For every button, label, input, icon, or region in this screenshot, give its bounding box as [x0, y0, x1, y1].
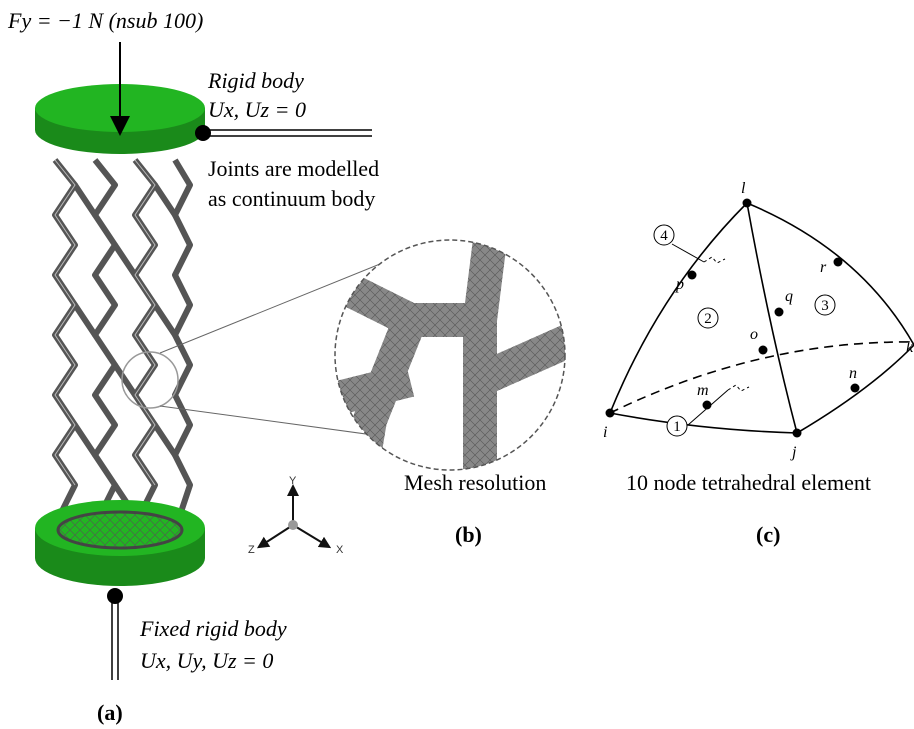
axis-triad: [262, 490, 326, 545]
panel-label: (b): [455, 522, 482, 547]
node-label: n: [849, 365, 857, 382]
node-label: l: [741, 180, 746, 197]
node-label: q: [785, 288, 793, 305]
caption: 10 node tetrahedral element: [626, 470, 871, 495]
lattice-column: [55, 160, 190, 515]
panel-label: (a): [97, 700, 123, 725]
figure: Fy = −1 N (nsub 100) Rigid body Ux, Uz =…: [0, 0, 914, 729]
load-label: Fy = −1 N (nsub 100): [7, 8, 203, 33]
bottom-joint: [107, 588, 123, 680]
top-joint: [195, 125, 372, 141]
face-label: 2: [704, 311, 712, 327]
support-label: Fixed rigid body: [139, 616, 287, 641]
nodes: [606, 199, 860, 438]
panel-label: (c): [756, 522, 780, 547]
note: Joints are modelled: [208, 156, 379, 181]
node-label: r: [820, 259, 827, 276]
node-label: j: [790, 444, 797, 461]
face-label: 4: [660, 228, 668, 244]
axis-label: Z: [248, 544, 255, 556]
node-label: p: [675, 276, 684, 293]
support-label: Ux, Uy, Uz = 0: [140, 648, 273, 673]
support-label: Ux, Uz = 0: [208, 97, 306, 122]
axis-label: Y: [289, 475, 297, 487]
face-label: 3: [821, 298, 829, 314]
bottom-rigid-plate: [35, 500, 205, 586]
face-markers: [654, 225, 835, 436]
node-label: m: [697, 382, 709, 399]
node-label: k: [906, 339, 914, 356]
node-label: o: [750, 326, 758, 343]
face-label: 1: [673, 419, 681, 435]
note: as continuum body: [208, 186, 375, 211]
support-label: Rigid body: [207, 68, 304, 93]
caption: Mesh resolution: [404, 470, 546, 495]
node-label: i: [603, 424, 607, 441]
axis-label: X: [336, 544, 344, 556]
